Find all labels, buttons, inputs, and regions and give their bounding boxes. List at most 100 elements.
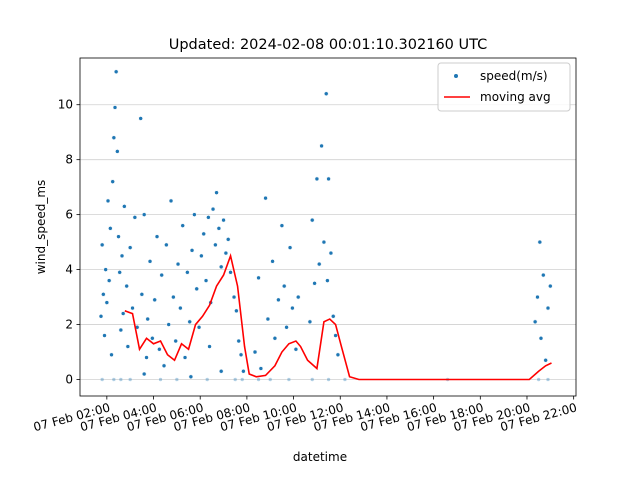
data-point: [105, 198, 111, 204]
data-point: [109, 352, 114, 358]
data-point: [256, 275, 261, 281]
data-point: [284, 325, 289, 330]
data-point: [532, 319, 538, 325]
data-point: [111, 377, 117, 382]
data-point: [192, 212, 197, 217]
data-point: [309, 217, 315, 223]
data-point: [187, 319, 192, 325]
data-point: [328, 250, 334, 256]
data-point: [312, 281, 317, 286]
data-point: [157, 347, 162, 352]
data-point: [231, 294, 237, 300]
data-point: [216, 226, 222, 231]
data-point: [127, 377, 133, 382]
data-point: [342, 377, 348, 382]
data-point: [316, 261, 322, 267]
data-point: [218, 369, 224, 374]
data-point: [210, 206, 216, 212]
data-point: [286, 377, 292, 382]
y-tick-label: 8: [65, 153, 73, 167]
data-point: [319, 143, 324, 149]
data-point: [113, 69, 119, 74]
data-point: [166, 322, 171, 327]
data-point: [252, 349, 258, 355]
data-point: [118, 327, 124, 333]
x-axis-label: datetime: [293, 450, 347, 464]
data-point: [185, 270, 190, 275]
data-point: [120, 311, 126, 316]
legend-label: moving avg: [480, 90, 551, 104]
data-point: [154, 234, 160, 239]
data-point: [225, 237, 231, 242]
data-point: [125, 344, 131, 349]
data-point: [537, 239, 543, 245]
data-point: [168, 198, 174, 204]
data-point: [279, 223, 285, 228]
data-point: [263, 195, 268, 201]
data-point: [538, 336, 544, 341]
data-point: [543, 358, 548, 363]
data-point: [144, 355, 149, 360]
data-point: [287, 245, 293, 250]
data-point: [323, 91, 329, 96]
data-point: [108, 226, 113, 231]
data-point: [118, 377, 124, 382]
data-point: [238, 352, 244, 358]
data-point: [196, 325, 202, 330]
data-point: [218, 264, 224, 270]
data-point: [145, 316, 150, 322]
data-point: [174, 377, 180, 382]
data-point: [130, 305, 135, 311]
data-point: [536, 377, 541, 382]
data-point: [138, 116, 143, 121]
data-point: [309, 377, 315, 382]
data-point: [331, 314, 336, 319]
data-point: [295, 294, 301, 300]
data-point: [326, 377, 331, 382]
data-point: [203, 278, 209, 283]
data-point: [173, 338, 178, 344]
chart-title: Updated: 2024-02-08 00:01:10.302160 UTC: [169, 37, 488, 53]
data-point: [106, 278, 112, 283]
data-point: [232, 377, 238, 382]
data-point: [201, 231, 206, 237]
data-point: [161, 363, 167, 369]
data-point: [548, 283, 553, 289]
data-point: [132, 215, 138, 220]
data-point: [314, 176, 320, 182]
data-point: [152, 297, 157, 303]
data-point: [158, 377, 163, 382]
data-point: [276, 297, 281, 303]
data-point: [281, 283, 287, 289]
data-point: [117, 270, 122, 275]
data-point: [239, 377, 245, 382]
data-point: [98, 314, 104, 319]
y-tick-label: 10: [58, 98, 73, 112]
data-point: [293, 347, 299, 352]
data-point: [119, 253, 125, 259]
data-point: [102, 333, 107, 338]
line-series: [124, 253, 552, 381]
data-point: [290, 305, 295, 311]
data-point: [164, 242, 169, 248]
data-point: [122, 204, 127, 209]
data-point: [127, 245, 133, 250]
data-point: [188, 374, 194, 380]
data-point: [307, 319, 313, 325]
data-point: [115, 149, 120, 154]
data-point: [116, 234, 121, 239]
data-point: [223, 250, 229, 256]
data-point: [545, 305, 551, 311]
legend: speed(m/s) moving avg: [437, 62, 571, 112]
legend-marker: [454, 74, 458, 78]
data-point: [256, 377, 261, 382]
data-point: [159, 272, 164, 278]
data-point: [150, 336, 155, 341]
data-point: [213, 242, 218, 248]
data-point: [265, 316, 271, 322]
data-point: [171, 294, 176, 300]
plot-frame: [79, 57, 577, 397]
data-point: [321, 239, 327, 245]
data-point: [112, 105, 118, 110]
